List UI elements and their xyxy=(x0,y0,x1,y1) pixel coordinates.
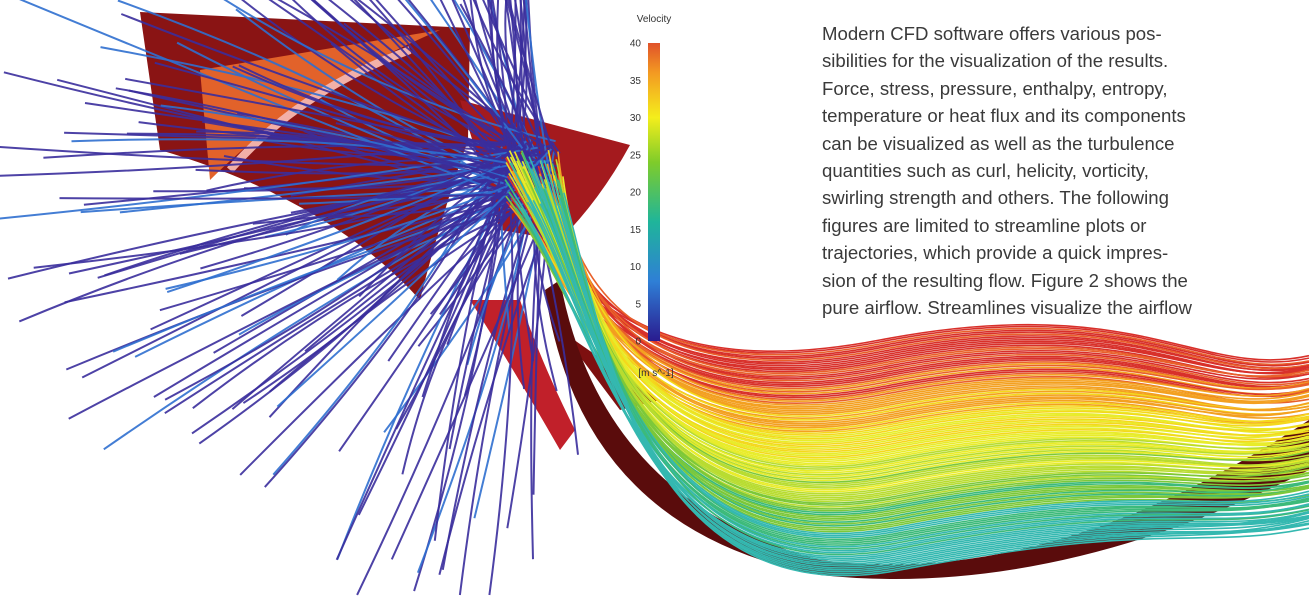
legend-tick-label: 0 xyxy=(635,337,641,348)
body-text: Modern CFD software offers various pos-s… xyxy=(822,20,1192,321)
text-line: quantities such as curl, helicity, vorti… xyxy=(822,157,1192,184)
legend-tick-label: 15 xyxy=(630,225,642,236)
text-line: Force, stress, pressure, enthalpy, entro… xyxy=(822,75,1192,102)
legend-tick-label: 40 xyxy=(630,39,642,50)
text-line: pure airflow. Streamlines visualize the … xyxy=(822,294,1192,321)
text-line: swirling strength and others. The follow… xyxy=(822,184,1192,211)
text-line: sibilities for the visualization of the … xyxy=(822,47,1192,74)
colorbar xyxy=(648,43,660,341)
page: Velocity [m s^-1] 0 5 10 15 20 25 30 35 40 Moder… xyxy=(0,0,1309,601)
text-line: sion of the resulting flow. Figure 2 sho… xyxy=(822,267,1192,294)
legend-tick-label: 5 xyxy=(635,299,641,310)
text-line: figures are limited to streamline plots … xyxy=(822,212,1192,239)
text-line: Modern CFD software offers various pos- xyxy=(822,20,1192,47)
legend-tick-label: 35 xyxy=(630,76,642,87)
legend-unit: [m s^-1] xyxy=(638,368,673,379)
legend-tick-label: 20 xyxy=(630,188,642,199)
legend-tick-label: 25 xyxy=(630,150,642,161)
text-line: can be visualized as well as the turbule… xyxy=(822,130,1192,157)
legend-tick-label: 30 xyxy=(630,113,642,124)
legend-title: Velocity xyxy=(637,14,671,25)
legend-tick-label: 10 xyxy=(630,262,642,273)
text-line: trajectories, which provide a quick impr… xyxy=(822,239,1192,266)
text-line: temperature or heat flux and its compone… xyxy=(822,102,1192,129)
